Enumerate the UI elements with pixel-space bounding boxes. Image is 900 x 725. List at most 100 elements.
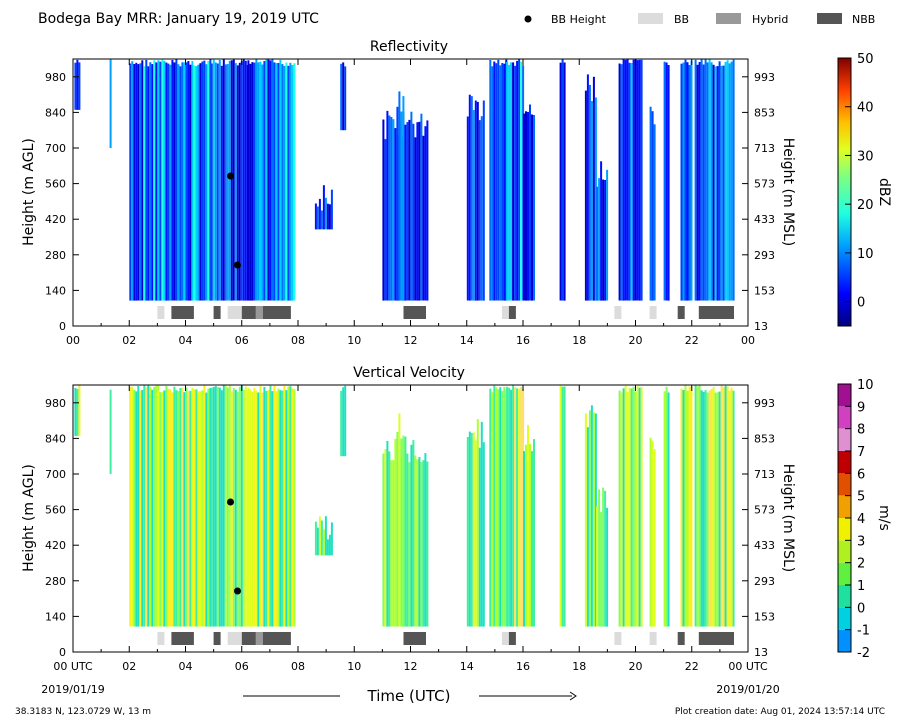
reflectivity-y-tick-label-left: 140 — [45, 284, 66, 297]
velocity-y-tick-label-right: 153 — [754, 610, 775, 623]
reflectivity-y-tick-label-left: 700 — [45, 142, 66, 155]
velocity-bb-segment-nbb — [677, 632, 685, 645]
reflectivity-ylabel-left: Height (m AGL) — [21, 138, 37, 246]
creation-date-text: Plot creation date: Aug 01, 2024 13:57:1… — [675, 707, 885, 717]
velocity-colorbar-label: m/s — [876, 505, 892, 531]
velocity-colorbar — [837, 383, 852, 653]
reflectivity-y-tick-label-right: 573 — [754, 178, 775, 191]
dbz-colorbar-tick-label: 30 — [857, 149, 874, 164]
location-text: 38.3183 N, 123.0729 W, 13 m — [15, 707, 151, 717]
velocity-ticks: 00 UTC 02 04 06 08 10 12 14 16 18 20 22 00 UTC014028… — [45, 385, 775, 673]
reflectivity-x-tick-label: 12 — [404, 334, 418, 347]
reflectivity-y-tick-label-left: 280 — [45, 249, 66, 262]
legend-nbb-swatch — [817, 13, 842, 24]
reflectivity-y-tick-label-left: 840 — [45, 106, 66, 119]
velocity-bb-segment-nbb — [241, 632, 256, 645]
dbz-colorbar-tick-label: 50 — [857, 52, 874, 67]
dbz-colorbar-tick-label: 10 — [857, 247, 874, 262]
velocity-x-tick-label: 20 — [629, 660, 643, 673]
x-axis-label: Time (UTC) — [367, 687, 451, 705]
velocity-x-tick-label: 00 UTC — [728, 660, 768, 673]
reflectivity-y-tick-label-right: 713 — [754, 142, 775, 155]
velocity-colorbar-band — [838, 473, 851, 496]
legend-bb-height-label: BB Height — [551, 13, 607, 26]
velocity-bb-segment-nbb — [508, 632, 516, 645]
velocity-y-tick-label-left: 560 — [45, 504, 66, 517]
reflectivity-x-tick-label: 00 — [741, 334, 755, 347]
reflectivity-bb-segment-nbb — [213, 306, 221, 319]
velocity-colorbar-tick-label: 5 — [857, 490, 865, 505]
reflectivity-ylabel-right: Height (m MSL) — [780, 138, 796, 247]
velocity-colorbar-tick-label: 0 — [857, 601, 865, 616]
velocity-colorbar-band — [838, 540, 851, 563]
velocity-bb-segment-nbb — [171, 632, 194, 645]
legend-nbb-label: NBB — [852, 13, 875, 26]
legend: BB Height BB Hybrid NBB — [524, 13, 875, 26]
time-arrow-head — [569, 691, 577, 701]
reflectivity-bb-segment-nbb — [171, 306, 194, 319]
legend-bb-swatch — [638, 13, 663, 24]
end-date-label: 2019/01/20 — [716, 683, 779, 696]
velocity-y-tick-label-left: 420 — [45, 539, 66, 552]
velocity-ylabel-left: Height (m AGL) — [21, 464, 37, 572]
reflectivity-y-tick-label-right: 853 — [754, 106, 775, 119]
velocity-bb-segment-nbb — [262, 632, 291, 645]
reflectivity-x-tick-label: 08 — [291, 334, 305, 347]
velocity-bb-segment-nbb — [698, 632, 734, 645]
reflectivity-bb-segment-nbb — [262, 306, 291, 319]
velocity-echo-streaks — [74, 385, 735, 627]
velocity-y-tick-label-left: 280 — [45, 575, 66, 588]
velocity-ylabel-right: Height (m MSL) — [780, 464, 796, 573]
velocity-x-tick-label: 08 — [291, 660, 305, 673]
velocity-y-tick-label-right: 713 — [754, 468, 775, 481]
reflectivity-x-tick-label: 18 — [572, 334, 586, 347]
reflectivity-ticks: 00 02 04 06 08 10 12 14 16 18 20 22 0001402804205607… — [45, 59, 775, 347]
reflectivity-y-tick-label-right: 993 — [754, 71, 775, 84]
legend-bb-height-marker — [524, 15, 532, 23]
velocity-bb-segment-bb — [227, 632, 242, 645]
velocity-y-tick-label-right: 433 — [754, 539, 775, 552]
velocity-colorbar-tick-label: 3 — [857, 534, 865, 549]
velocity-colorbar-band — [838, 495, 851, 518]
velocity-colorbar-band — [838, 562, 851, 585]
legend-hybrid-label: Hybrid — [752, 13, 788, 26]
velocity-x-tick-label: 00 UTC — [53, 660, 93, 673]
velocity-colorbar-band — [838, 585, 851, 608]
reflectivity-bb-segments — [157, 306, 734, 319]
reflectivity-y-tick-label-right: 433 — [754, 213, 775, 226]
reflectivity-x-tick-label: 02 — [122, 334, 136, 347]
velocity-bb-segment-nbb — [403, 632, 426, 645]
velocity-bb-height-point-1 — [234, 587, 241, 595]
reflectivity-bb-segment-nbb — [403, 306, 426, 319]
reflectivity-plot-area — [74, 59, 735, 319]
velocity-x-tick-label: 10 — [347, 660, 361, 673]
velocity-colorbar-band — [838, 518, 851, 541]
velocity-y-tick-label-left: 140 — [45, 610, 66, 623]
reflectivity-bb-height-point-0 — [227, 172, 234, 180]
velocity-colorbar-band — [838, 607, 851, 630]
velocity-x-tick-label: 22 — [685, 660, 699, 673]
velocity-y-tick-label-right: 573 — [754, 504, 775, 517]
reflectivity-bb-segment-bb — [501, 306, 509, 319]
reflectivity-bb-segment-bb — [614, 306, 622, 319]
reflectivity-x-tick-label: 06 — [235, 334, 249, 347]
start-date-label: 2019/01/19 — [41, 683, 104, 696]
velocity-colorbar-band — [838, 428, 851, 451]
reflectivity-x-tick-label: 20 — [629, 334, 643, 347]
velocity-plot-area — [74, 385, 735, 645]
reflectivity-y-tick-label-right: 153 — [754, 284, 775, 297]
reflectivity-y-tick-label-left: 420 — [45, 213, 66, 226]
dbz-colorbar-tick-label: 20 — [857, 198, 874, 213]
reflectivity-x-tick-label: 04 — [179, 334, 193, 347]
velocity-bb-segment-hybrid — [255, 632, 263, 645]
velocity-colorbar-band — [838, 406, 851, 429]
velocity-colorbar-tick-label: 4 — [857, 512, 865, 527]
velocity-colorbar-tick-label: 10 — [857, 378, 874, 393]
velocity-colorbar-band — [838, 629, 851, 652]
figure-title: Bodega Bay MRR: January 19, 2019 UTC — [38, 11, 319, 27]
reflectivity-x-tick-label: 14 — [460, 334, 474, 347]
velocity-bb-segment-bb — [501, 632, 509, 645]
reflectivity-y-tick-label-left: 560 — [45, 178, 66, 191]
velocity-bb-segment-bb — [614, 632, 622, 645]
dbz-colorbar — [837, 57, 852, 327]
